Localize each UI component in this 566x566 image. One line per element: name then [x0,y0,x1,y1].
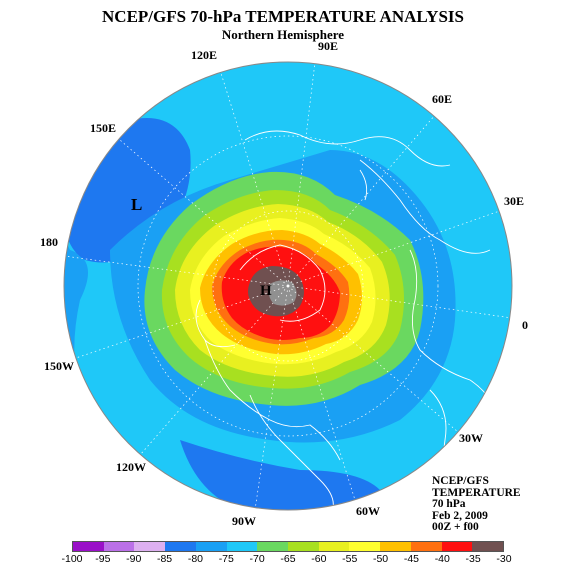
cold-patch-south [180,440,380,510]
legend-tick-label: -30 [496,553,512,565]
legend-swatch [410,542,442,551]
legend-tick-label: -55 [342,553,358,565]
info-line: NCEP/GFS [432,475,489,487]
map-title: NCEP/GFS 70-hPa TEMPERATURE ANALYSIS [102,7,464,26]
legend-tick-label: -35 [465,553,481,565]
legend-swatch [73,542,104,551]
color-legend [72,541,504,552]
lon-label-30e: 30E [504,194,524,208]
legend-swatch [165,542,196,551]
legend-tick-label: -70 [249,553,265,565]
lon-label-120e: 120E [191,48,217,62]
lon-label-150e: 150E [90,121,116,135]
lon-label-180: 180 [40,235,58,249]
lon-label-60w: 60W [356,504,380,518]
legend-tick-label: -45 [403,553,420,565]
legend-swatch [257,542,289,551]
legend-swatch [441,542,473,551]
legend-tick-label: -40 [434,553,450,565]
info-line: TEMPERATURE [432,486,521,499]
graticule [64,62,512,510]
legend-swatch [195,542,227,551]
legend-tick-label: -100 [61,553,83,565]
legend-swatch [380,542,411,551]
legend-swatch [472,542,504,551]
legend-tick-label: -65 [280,553,296,565]
temperature-field [64,62,512,510]
map-subtitle: Northern Hemisphere [221,27,345,42]
low-pressure-marker: L [131,195,142,214]
high-pressure-marker: H [260,283,272,299]
info-line: 00Z + f00 [432,521,479,534]
lon-label-150w: 150W [44,359,74,373]
legend-swatch [349,542,381,551]
legend-swatch [103,542,135,551]
legend-swatch [226,542,258,551]
lon-label-90e: 90E [318,39,338,53]
core-grey [268,280,297,306]
legend-tick-label: -60 [311,553,327,565]
legend-ticks: -100 -95 -90 -85 -80 -75 -70 -65 -60 -55 -50 -45 -40… [0,553,566,566]
legend-tick-label: -50 [372,553,389,565]
info-line: Feb 2, 2009 [432,509,488,522]
legend-tick-label: -95 [95,553,111,565]
legend-tick-label: -90 [126,553,142,565]
lon-label-0: 0 [522,318,528,332]
info-block: NCEP/GFS TEMPERATURE 70 hPa Feb 2, 2009 … [432,475,521,534]
legend-tick-label: -80 [187,553,204,565]
lon-label-60e: 60E [432,92,452,106]
coastlines [195,130,497,510]
legend-swatch [318,542,350,551]
legend-tick-label: -75 [218,553,234,565]
legend-tick-label: -85 [156,553,173,565]
lon-label-30w: 30W [459,431,483,445]
legend-swatch [134,542,166,551]
lon-label-120w: 120W [116,460,146,474]
legend-swatch [288,542,319,551]
map-border [63,61,513,511]
info-line: 70 hPa [432,498,466,511]
lon-label-90w: 90W [232,514,256,528]
